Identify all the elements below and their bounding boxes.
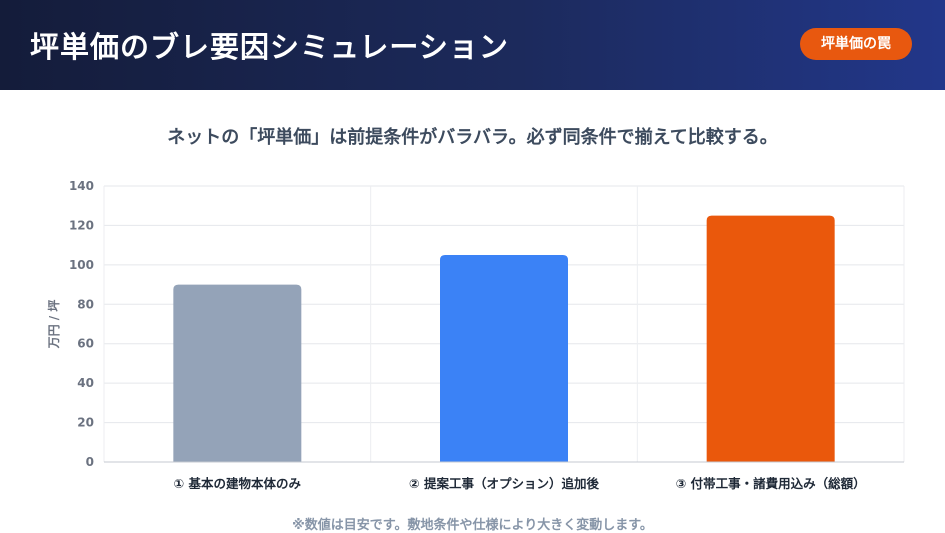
category-label: ② 提案工事（オプション）追加後 [409,476,599,491]
header-bar: 坪単価のブレ要因シミュレーション 坪単価の罠 [0,0,945,90]
y-tick-label: 40 [77,376,94,390]
y-tick-label: 80 [77,297,94,311]
y-tick-label: 100 [69,258,94,272]
chart-subtitle: ネットの「坪単価」は前提条件がバラバラ。必ず同条件で揃えて比較する。 [167,127,778,148]
topic-badge: 坪単価の罠 [800,28,912,60]
bar [173,284,302,462]
category-label: ① 基本の建物本体のみ [174,476,302,491]
y-tick-label: 140 [69,179,94,193]
bar [440,255,568,462]
y-tick-label: 60 [77,337,94,351]
page-title: 坪単価のブレ要因シミュレーション [30,30,509,64]
y-tick-label: 120 [69,218,94,232]
bar [706,215,835,462]
y-axis-title: 万円 / 坪 [47,300,61,350]
y-tick-label: 20 [77,416,94,430]
footnote: ※数値は目安です。敷地条件や仕様により大きく変動します。 [292,518,653,533]
y-tick-label: 0 [86,455,94,469]
category-label: ③ 付帯工事・諸費用込み（総額） [676,476,866,491]
